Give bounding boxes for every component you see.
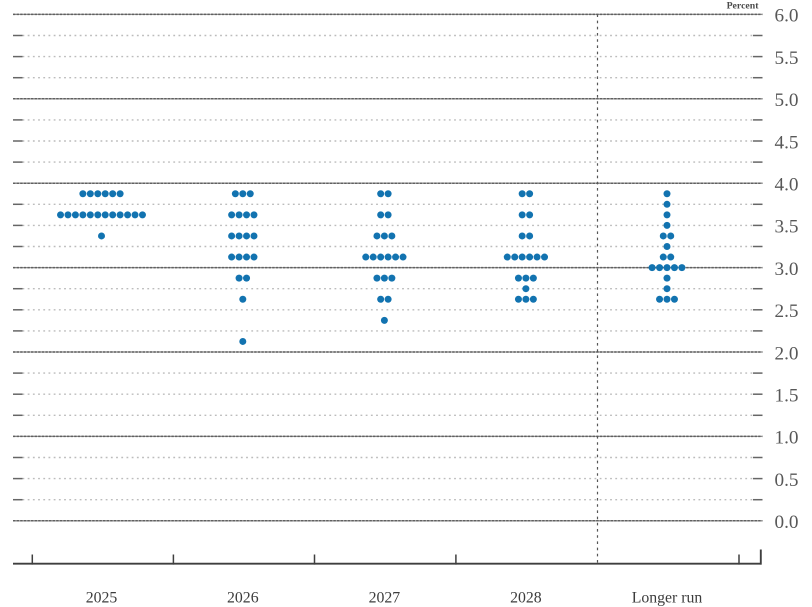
svg-text:1.0: 1.0 [775,428,799,449]
svg-text:Longer run: Longer run [632,590,703,607]
svg-text:2027: 2027 [369,590,401,607]
svg-text:2028: 2028 [510,590,542,607]
svg-text:3.5: 3.5 [775,217,799,238]
svg-text:2026: 2026 [227,590,259,607]
svg-text:2.0: 2.0 [775,343,799,364]
svg-text:3.0: 3.0 [775,259,799,280]
svg-text:6.0: 6.0 [775,6,799,27]
svg-text:1.5: 1.5 [775,386,799,407]
svg-text:0.0: 0.0 [775,512,799,533]
svg-text:4.5: 4.5 [775,132,799,153]
svg-text:4.0: 4.0 [775,175,799,196]
svg-text:5.5: 5.5 [775,48,799,69]
svg-text:2025: 2025 [86,590,118,607]
svg-text:Percent: Percent [727,1,760,12]
svg-text:2.5: 2.5 [775,301,799,322]
svg-text:0.5: 0.5 [775,470,799,491]
svg-text:5.0: 5.0 [775,90,799,111]
